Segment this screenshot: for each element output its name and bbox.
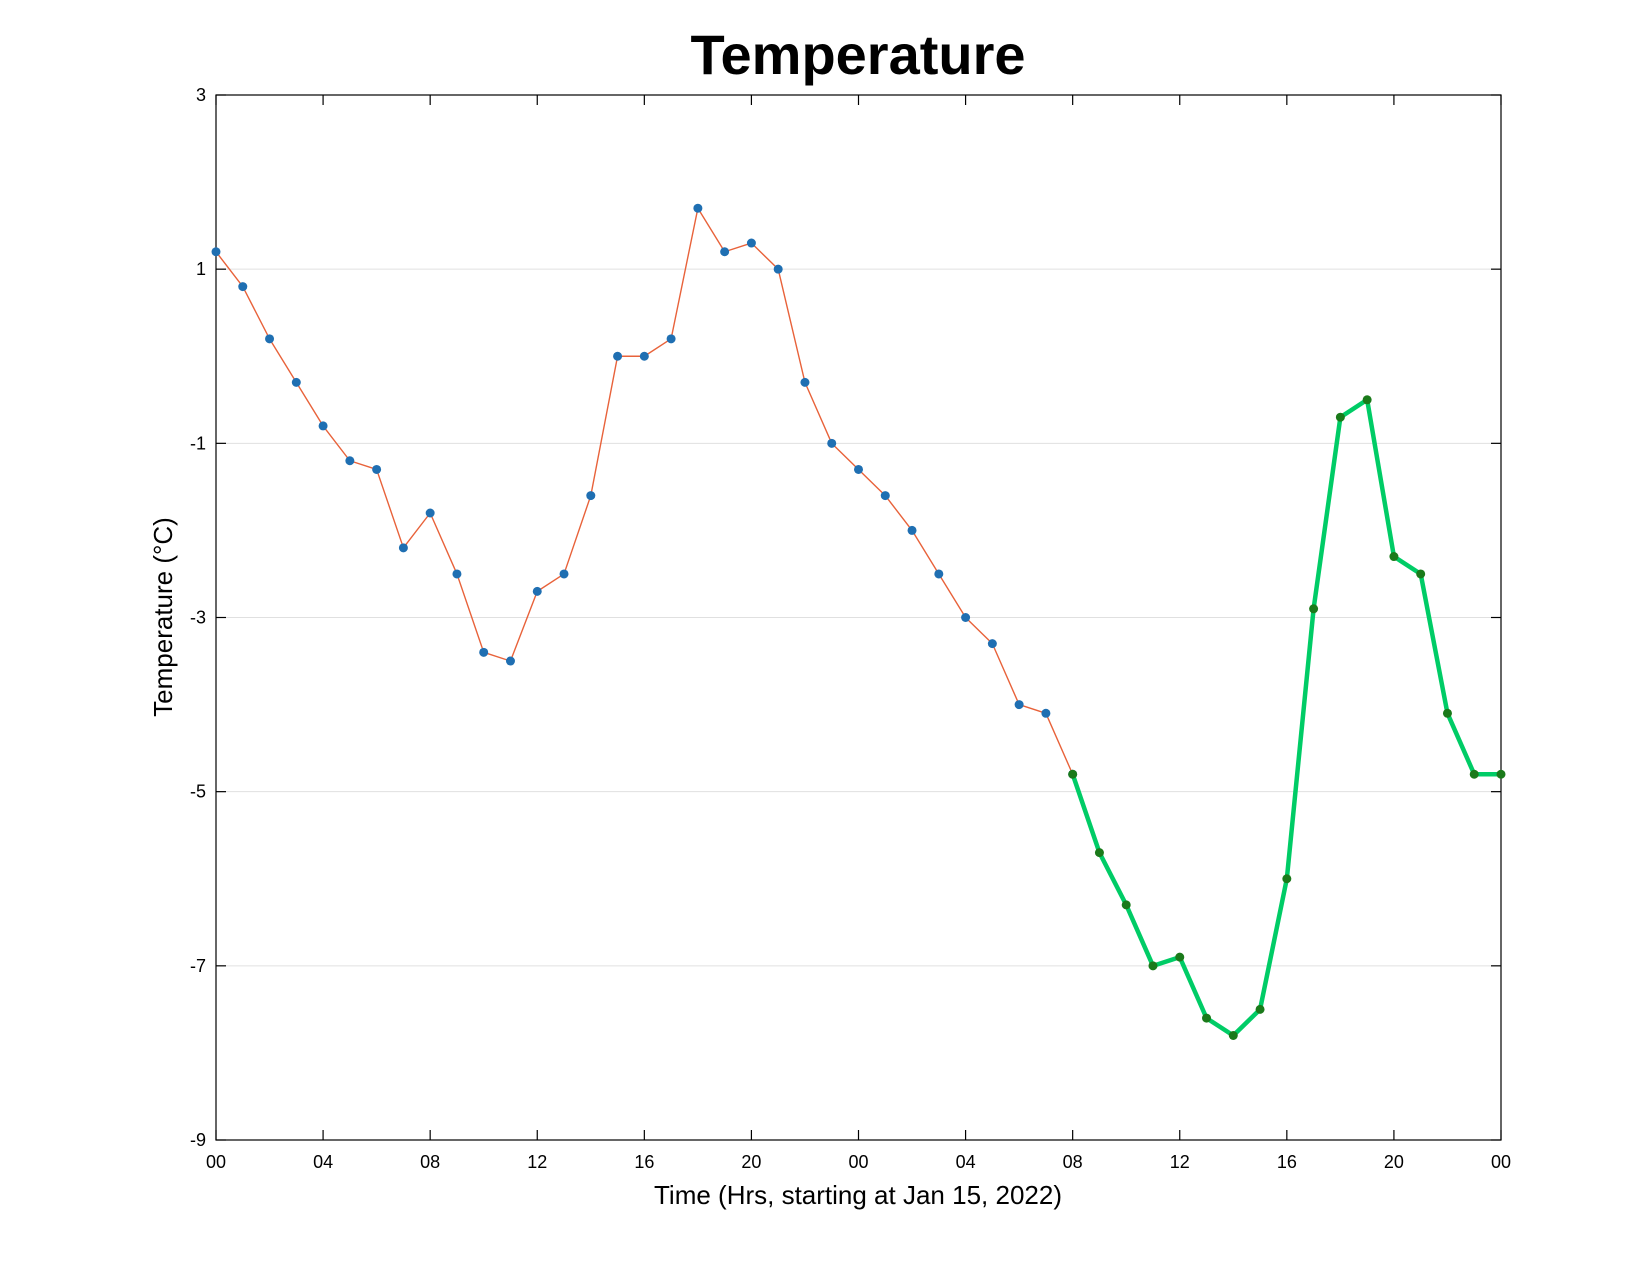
series-1-point <box>345 456 355 466</box>
series-1-point <box>265 334 275 344</box>
x-tick-label: 08 <box>420 1152 440 1172</box>
gridlines <box>216 268 1501 967</box>
series-1-point <box>613 351 623 361</box>
series-1-point <box>1014 700 1024 710</box>
series-1-point <box>479 647 489 657</box>
series-2-point <box>1094 848 1104 858</box>
x-axis-label: Time (Hrs, starting at Jan 15, 2022) <box>654 1180 1062 1210</box>
series-2-point <box>1228 1031 1238 1040</box>
axis-ticks: 31-1-3-5-7-900 04 08 12 16 20 00 04 08 12 16 20 00 <box>190 85 1511 1172</box>
x-tick-label: 00 <box>848 1152 868 1172</box>
series-1-point <box>961 613 971 622</box>
series-1-point <box>934 569 944 579</box>
data-series <box>211 203 1506 1040</box>
series-1-point <box>586 491 596 501</box>
series-1-point <box>425 508 435 518</box>
series-2-point <box>1282 874 1292 884</box>
series-2-point <box>1068 769 1078 779</box>
series-1-point <box>800 377 810 387</box>
series-2-point <box>1469 769 1479 779</box>
x-tick-label: 20 <box>1384 1152 1404 1172</box>
series-1-point <box>559 569 569 579</box>
series-1-point <box>666 334 676 344</box>
series-1-point <box>318 421 328 431</box>
series-2-point <box>1175 952 1185 962</box>
y-tick-label: 1 <box>196 259 206 279</box>
series-1-point <box>880 491 890 501</box>
x-tick-label: 12 <box>527 1152 547 1172</box>
y-axis-label: Temperature (°C) <box>148 517 178 717</box>
series-2-point <box>1335 412 1345 422</box>
series-1-point <box>1041 708 1051 718</box>
series-1-point <box>639 351 649 361</box>
x-tick-label: 16 <box>634 1152 654 1172</box>
x-tick-label: 08 <box>1063 1152 1083 1172</box>
series-2-point <box>1362 395 1372 405</box>
x-tick-label: 12 <box>1170 1152 1190 1172</box>
x-tick-label: 04 <box>313 1152 333 1172</box>
series-2-point <box>1148 961 1158 971</box>
series-2-point <box>1202 1013 1212 1023</box>
series-1-point <box>372 464 382 474</box>
series-1-point <box>907 525 917 535</box>
series-1-point <box>398 543 408 553</box>
series-2-point <box>1416 569 1426 579</box>
series-2-point <box>1255 1004 1265 1014</box>
series-1-point <box>720 247 730 257</box>
series-1-point <box>532 586 542 596</box>
series-1-point <box>693 203 703 213</box>
series-1-point <box>746 238 756 248</box>
series-2-point <box>1442 708 1452 718</box>
series-1-point <box>505 656 515 666</box>
y-tick-label: -5 <box>190 782 206 802</box>
x-tick-label: 20 <box>741 1152 761 1172</box>
series-1-point <box>773 264 783 274</box>
series-1-point <box>211 247 221 257</box>
x-tick-label: 00 <box>206 1152 226 1172</box>
x-tick-label: 16 <box>1277 1152 1297 1172</box>
y-tick-label: 3 <box>196 85 206 105</box>
series-1-point <box>854 464 863 474</box>
series-1-point <box>238 282 248 292</box>
series-2-line <box>1070 397 1501 1038</box>
series-2-point <box>1309 604 1319 614</box>
x-tick-label: 04 <box>956 1152 976 1172</box>
series-2-point <box>1389 552 1399 562</box>
series-1-point <box>827 438 837 448</box>
series-1-point <box>987 639 997 649</box>
y-tick-label: -7 <box>190 956 206 976</box>
series-2-point <box>1121 900 1131 910</box>
series-1-point <box>452 569 462 579</box>
x-tick-label: 00 <box>1491 1152 1511 1172</box>
series-1-point <box>291 377 301 387</box>
series-1-line <box>215 207 1074 775</box>
y-tick-label: -1 <box>190 433 206 453</box>
y-tick-label: -3 <box>190 608 206 628</box>
chart-title: Temperature <box>690 23 1025 86</box>
series-2-point <box>1496 769 1506 779</box>
y-tick-label: -9 <box>190 1130 206 1150</box>
